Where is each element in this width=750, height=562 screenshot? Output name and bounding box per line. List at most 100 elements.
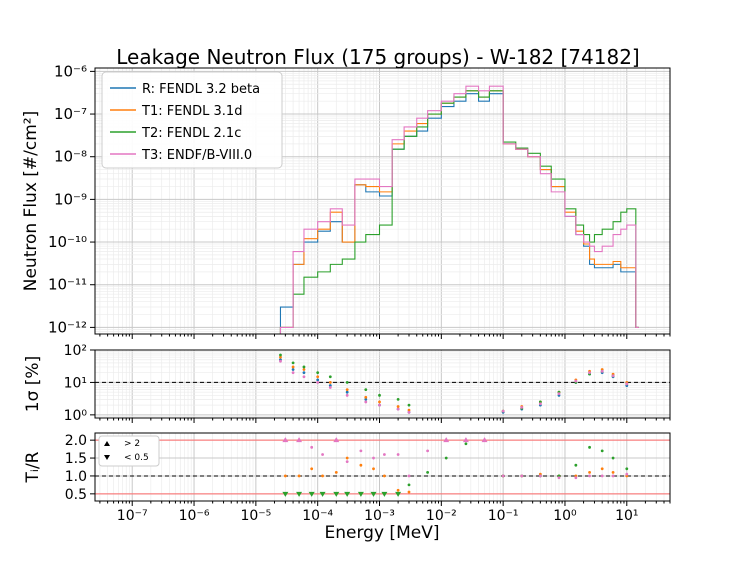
ratio-point <box>310 445 314 449</box>
uncertainty-y-axis-label: 1σ [%] <box>23 356 43 412</box>
ratio-point <box>600 467 604 471</box>
flux-y-axis-label: Neutron Flux [#/cm²] <box>21 111 41 292</box>
uncertainty-point <box>291 365 295 369</box>
ratio-point <box>464 442 468 446</box>
x-tick-label: 10⁰ <box>553 508 577 524</box>
panel-uncertainty-frame <box>94 349 671 419</box>
y-tick-label: 10² <box>64 343 87 359</box>
legend-label: R: FENDL 3.2 beta <box>142 82 260 97</box>
uncertainty-point <box>407 410 411 414</box>
panel-ratio: 0.5 1.0 1.5 2.0 Tᵢ/R > 2 < 0.5 <box>23 432 671 506</box>
panel-uncertainty-series <box>279 353 629 414</box>
x-tick-label: 10⁻⁷ <box>117 508 148 524</box>
y-tick-label: 10⁻¹¹ <box>48 276 87 294</box>
uncertainty-point <box>316 381 320 384</box>
ratio-legend-down-label: < 0.5 <box>124 453 149 463</box>
uncertainty-point <box>396 407 400 411</box>
x-tick-label: 10⁻⁶ <box>179 508 210 524</box>
uncertainty-point <box>364 388 368 392</box>
uncertainty-point <box>625 382 629 386</box>
x-axis-label: Energy [MeV] <box>325 523 440 543</box>
chart-title: Leakage Neutron Flux (175 groups) - W-18… <box>116 45 639 69</box>
panel-flux-yticks: 10⁻¹² 10⁻¹¹ 10⁻¹⁰ 10⁻⁹ 10⁻⁸ 10⁻⁷ 10⁻⁶ <box>48 62 95 336</box>
ratio-point-above <box>443 437 450 443</box>
y-tick-label: 1.5 <box>65 451 87 467</box>
legend-label: T1: FENDL 3.1d <box>141 104 242 119</box>
x-tick-label: 10⁻⁴ <box>302 508 333 524</box>
uncertainty-point <box>520 405 524 409</box>
ratio-point-below <box>319 491 326 497</box>
ratio-legend-up-label: > 2 <box>124 439 140 449</box>
ratio-point <box>588 470 591 474</box>
ratio-point <box>310 467 314 471</box>
y-tick-label: 0.5 <box>65 487 87 503</box>
panel-flux-frame <box>94 67 671 335</box>
uncertainty-point <box>345 381 349 384</box>
uncertainty-point <box>345 393 349 397</box>
uncertainty-point <box>364 395 368 399</box>
y-tick-label: 10⁻⁶ <box>54 62 87 80</box>
ratio-point <box>359 449 363 453</box>
y-tick-label: 10⁻⁸ <box>54 148 87 166</box>
ratio-legend-up-marker <box>104 441 110 446</box>
ratio-point <box>359 463 363 467</box>
flux-series-line <box>279 85 639 334</box>
ratio-point-below <box>381 491 388 497</box>
ratio-point-above <box>462 437 469 443</box>
ratio-point <box>444 456 448 460</box>
uncertainty-point <box>302 371 306 375</box>
ratio-point <box>588 445 591 449</box>
uncertainty-point <box>279 353 282 357</box>
uncertainty-point <box>600 369 604 373</box>
x-tick-label: 10¹ <box>615 508 638 524</box>
uncertainty-point <box>328 381 332 384</box>
uncertainty-point <box>345 390 349 394</box>
ratio-point <box>321 453 324 456</box>
uncertainty-point <box>291 371 295 375</box>
ratio-point-below <box>370 491 377 497</box>
panel-uncertainty: 10⁰ 10¹ 10² 1σ [%] <box>23 343 671 424</box>
uncertainty-point <box>279 359 282 363</box>
uncertainty-point <box>378 403 381 407</box>
y-tick-label: 1.0 <box>65 469 87 485</box>
panel-ratio-series <box>282 437 629 497</box>
panel-ratio-frame <box>94 432 671 502</box>
uncertainty-point <box>611 374 615 378</box>
uncertainty-point <box>345 388 349 392</box>
uncertainty-point <box>407 408 411 412</box>
ratio-point <box>426 470 430 474</box>
ratio-y-axis-label: Tᵢ/R <box>23 451 43 483</box>
legend: R: FENDL 3.2 beta T1: FENDL 3.1d T2: FENDL… <box>101 71 283 169</box>
y-tick-label: 10⁻⁷ <box>54 105 87 123</box>
ratio-point-above <box>333 437 340 443</box>
ratio-point <box>372 467 375 471</box>
ratio-point <box>520 474 524 478</box>
panel-uncertainty-grid <box>95 349 671 423</box>
uncertainty-point <box>328 375 332 379</box>
uncertainty-point <box>279 355 282 359</box>
y-tick-label: 2.0 <box>65 433 87 449</box>
uncertainty-point <box>302 375 306 379</box>
uncertainty-point <box>588 371 591 375</box>
ratio-marker-legend-box <box>98 435 160 467</box>
ratio-point <box>538 474 542 478</box>
ratio-point <box>557 476 561 480</box>
ratio-point-below <box>308 491 315 497</box>
x-tick-labels: 10⁻⁷ 10⁻⁶ 10⁻⁵ 10⁻⁴ 10⁻³ 10⁻² 10⁻¹ 10⁰ 10¹ <box>117 508 639 524</box>
ratio-point <box>625 467 629 471</box>
ratio-point-above <box>282 437 289 443</box>
uncertainty-point <box>557 392 561 396</box>
ratio-point <box>611 470 615 474</box>
uncertainty-point <box>291 361 295 365</box>
ratio-point <box>407 490 411 494</box>
panel-flux-series <box>279 85 639 334</box>
uncertainty-point <box>538 402 542 406</box>
y-tick-label: 10⁻¹² <box>48 318 87 336</box>
uncertainty-point <box>302 368 306 371</box>
ratio-point <box>588 474 591 478</box>
ratio-point-below <box>296 491 303 497</box>
y-tick-label: 10⁻¹⁰ <box>48 233 87 251</box>
y-tick-label: 10⁰ <box>64 408 88 424</box>
flux-series-line <box>279 90 639 334</box>
ratio-point <box>382 474 386 478</box>
